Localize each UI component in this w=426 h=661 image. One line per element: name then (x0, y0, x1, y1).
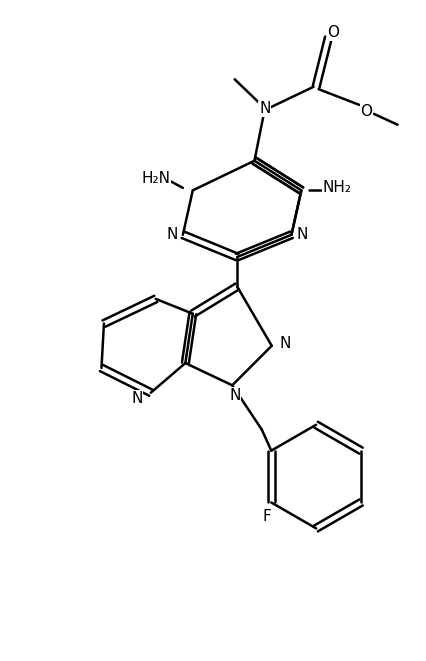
Text: NH₂: NH₂ (322, 180, 351, 196)
Text: N: N (280, 336, 291, 351)
Text: O: O (360, 104, 372, 119)
Text: N: N (229, 387, 240, 403)
Text: N: N (259, 101, 271, 116)
Text: N: N (296, 227, 308, 243)
Text: N: N (131, 391, 143, 406)
Text: N: N (167, 227, 178, 243)
Text: H₂N: H₂N (141, 171, 170, 186)
Text: O: O (328, 25, 340, 40)
Text: F: F (263, 509, 272, 524)
